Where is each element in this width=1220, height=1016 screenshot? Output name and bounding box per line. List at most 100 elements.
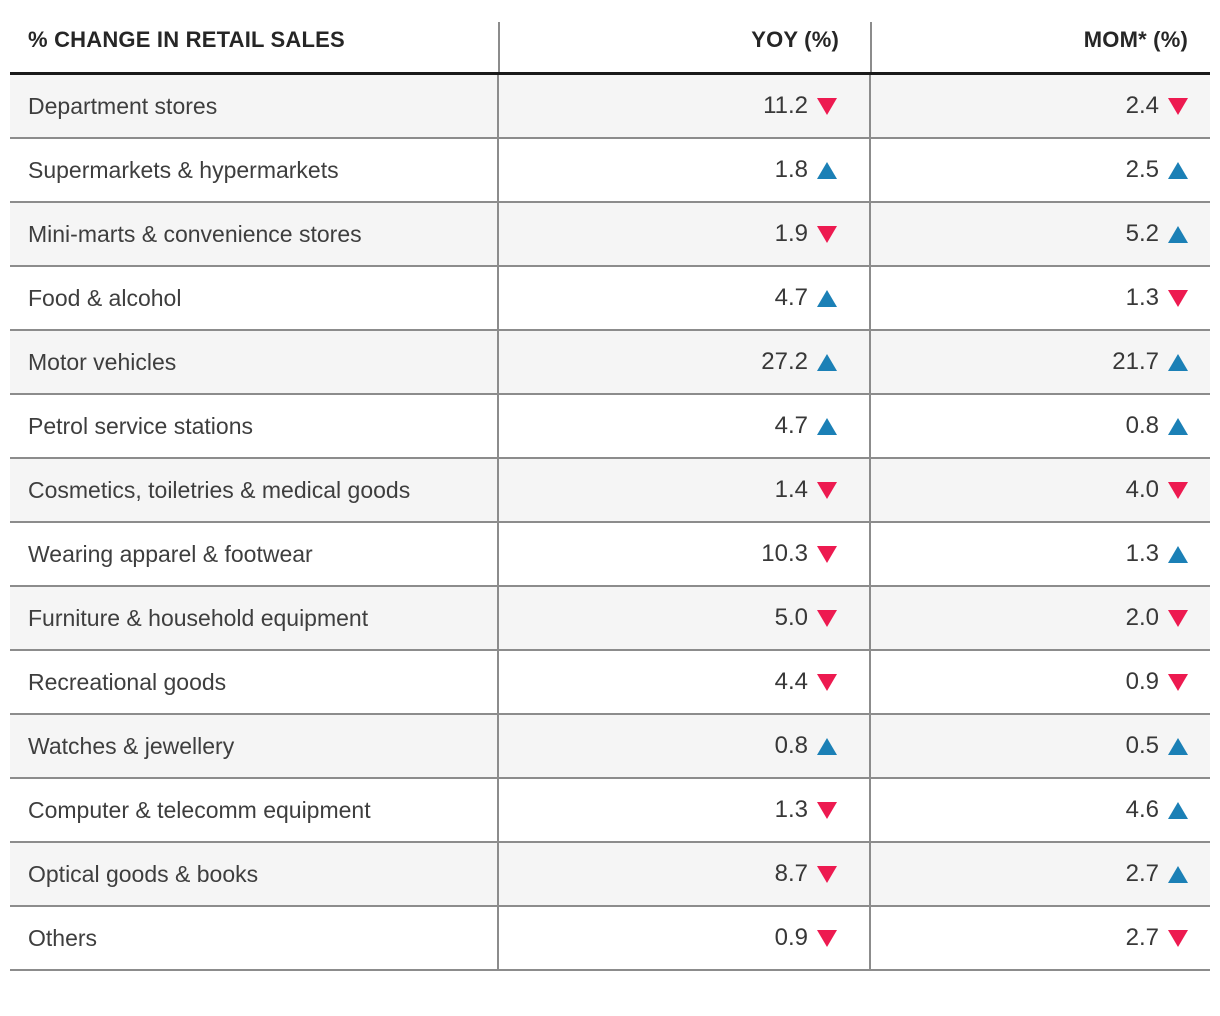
table-row: Others 0.9 2.7 <box>10 907 1210 971</box>
mom-value: 2.0 <box>1125 604 1159 631</box>
mom-cell: 0.8 <box>871 395 1210 457</box>
up-triangle-icon <box>1168 737 1188 755</box>
table-row: Furniture & household equipment 5.0 2.0 <box>10 587 1210 651</box>
down-triangle-icon <box>817 97 837 115</box>
yoy-value: 4.4 <box>774 668 808 695</box>
category-cell: Furniture & household equipment <box>10 587 499 649</box>
mom-cell: 4.0 <box>871 459 1210 521</box>
yoy-cell: 0.9 <box>499 907 871 969</box>
down-triangle-icon <box>1168 481 1188 499</box>
down-triangle-icon <box>817 609 837 627</box>
down-triangle-icon <box>817 545 837 563</box>
down-triangle-icon <box>1168 929 1188 947</box>
mom-value: 1.3 <box>1125 284 1159 311</box>
table-row: Recreational goods 4.4 0.9 <box>10 651 1210 715</box>
up-triangle-icon <box>1168 161 1188 179</box>
yoy-cell: 1.8 <box>499 139 871 201</box>
mom-value: 4.6 <box>1125 796 1159 823</box>
category-cell: Watches & jewellery <box>10 715 499 777</box>
table-row: Department stores 11.2 2.4 <box>10 75 1210 139</box>
table-row: Watches & jewellery 0.8 0.5 <box>10 715 1210 779</box>
header-category: % CHANGE IN RETAIL SALES <box>10 8 500 72</box>
yoy-value: 0.9 <box>774 924 808 951</box>
table-row: Food & alcohol 4.7 1.3 <box>10 267 1210 331</box>
mom-value: 5.2 <box>1125 220 1159 247</box>
table-header-row: % CHANGE IN RETAIL SALES YOY (%) MOM* (%… <box>10 8 1210 75</box>
mom-value: 21.7 <box>1112 348 1159 375</box>
mom-cell: 1.3 <box>871 267 1210 329</box>
table-row: Motor vehicles 27.2 21.7 <box>10 331 1210 395</box>
yoy-value: 1.8 <box>774 156 808 183</box>
mom-cell: 2.5 <box>871 139 1210 201</box>
down-triangle-icon <box>817 865 837 883</box>
mom-cell: 2.7 <box>871 907 1210 969</box>
yoy-value: 27.2 <box>761 348 808 375</box>
up-triangle-icon <box>1168 801 1188 819</box>
up-triangle-icon <box>817 417 837 435</box>
category-cell: Optical goods & books <box>10 843 499 905</box>
down-triangle-icon <box>817 801 837 819</box>
category-cell: Motor vehicles <box>10 331 499 393</box>
mom-value: 1.3 <box>1125 540 1159 567</box>
mom-cell: 2.0 <box>871 587 1210 649</box>
down-triangle-icon <box>817 673 837 691</box>
mom-value: 2.7 <box>1125 924 1159 951</box>
down-triangle-icon <box>1168 673 1188 691</box>
table-row: Supermarkets & hypermarkets 1.8 2.5 <box>10 139 1210 203</box>
down-triangle-icon <box>817 225 837 243</box>
yoy-value: 4.7 <box>774 412 808 439</box>
up-triangle-icon <box>817 737 837 755</box>
up-triangle-icon <box>1168 417 1188 435</box>
mom-cell: 0.5 <box>871 715 1210 777</box>
yoy-value: 1.9 <box>774 220 808 247</box>
table-row: Mini-marts & convenience stores 1.9 5.2 <box>10 203 1210 267</box>
mom-cell: 0.9 <box>871 651 1210 713</box>
category-cell: Computer & telecomm equipment <box>10 779 499 841</box>
table-row: Optical goods & books 8.7 2.7 <box>10 843 1210 907</box>
yoy-cell: 10.3 <box>499 523 871 585</box>
mom-cell: 2.7 <box>871 843 1210 905</box>
yoy-value: 1.4 <box>774 476 808 503</box>
yoy-cell: 1.4 <box>499 459 871 521</box>
mom-value: 2.4 <box>1125 92 1159 119</box>
table-row: Cosmetics, toiletries & medical goods 1.… <box>10 459 1210 523</box>
yoy-cell: 1.3 <box>499 779 871 841</box>
category-cell: Others <box>10 907 499 969</box>
category-cell: Petrol service stations <box>10 395 499 457</box>
up-triangle-icon <box>1168 865 1188 883</box>
down-triangle-icon <box>817 929 837 947</box>
yoy-value: 11.2 <box>763 92 808 119</box>
down-triangle-icon <box>1168 289 1188 307</box>
yoy-cell: 4.4 <box>499 651 871 713</box>
yoy-cell: 27.2 <box>499 331 871 393</box>
yoy-cell: 1.9 <box>499 203 871 265</box>
mom-value: 0.9 <box>1125 668 1159 695</box>
yoy-cell: 4.7 <box>499 395 871 457</box>
table-row: Wearing apparel & footwear 10.3 1.3 <box>10 523 1210 587</box>
table-body: Department stores 11.2 2.4 Supermarkets … <box>10 75 1210 971</box>
yoy-value: 1.3 <box>774 796 808 823</box>
up-triangle-icon <box>1168 353 1188 371</box>
mom-value: 2.7 <box>1125 860 1159 887</box>
up-triangle-icon <box>817 353 837 371</box>
yoy-cell: 4.7 <box>499 267 871 329</box>
mom-value: 4.0 <box>1125 476 1159 503</box>
up-triangle-icon <box>1168 225 1188 243</box>
yoy-cell: 0.8 <box>499 715 871 777</box>
down-triangle-icon <box>1168 97 1188 115</box>
category-cell: Wearing apparel & footwear <box>10 523 499 585</box>
mom-value: 0.8 <box>1125 412 1159 439</box>
mom-value: 0.5 <box>1125 732 1159 759</box>
category-cell: Department stores <box>10 75 499 137</box>
up-triangle-icon <box>817 161 837 179</box>
yoy-cell: 8.7 <box>499 843 871 905</box>
yoy-value: 10.3 <box>761 540 808 567</box>
mom-cell: 2.4 <box>871 75 1210 137</box>
yoy-value: 4.7 <box>774 284 808 311</box>
yoy-value: 0.8 <box>774 732 808 759</box>
category-cell: Supermarkets & hypermarkets <box>10 139 499 201</box>
yoy-value: 5.0 <box>774 604 808 631</box>
retail-sales-table: % CHANGE IN RETAIL SALES YOY (%) MOM* (%… <box>10 8 1210 971</box>
mom-cell: 21.7 <box>871 331 1210 393</box>
down-triangle-icon <box>817 481 837 499</box>
